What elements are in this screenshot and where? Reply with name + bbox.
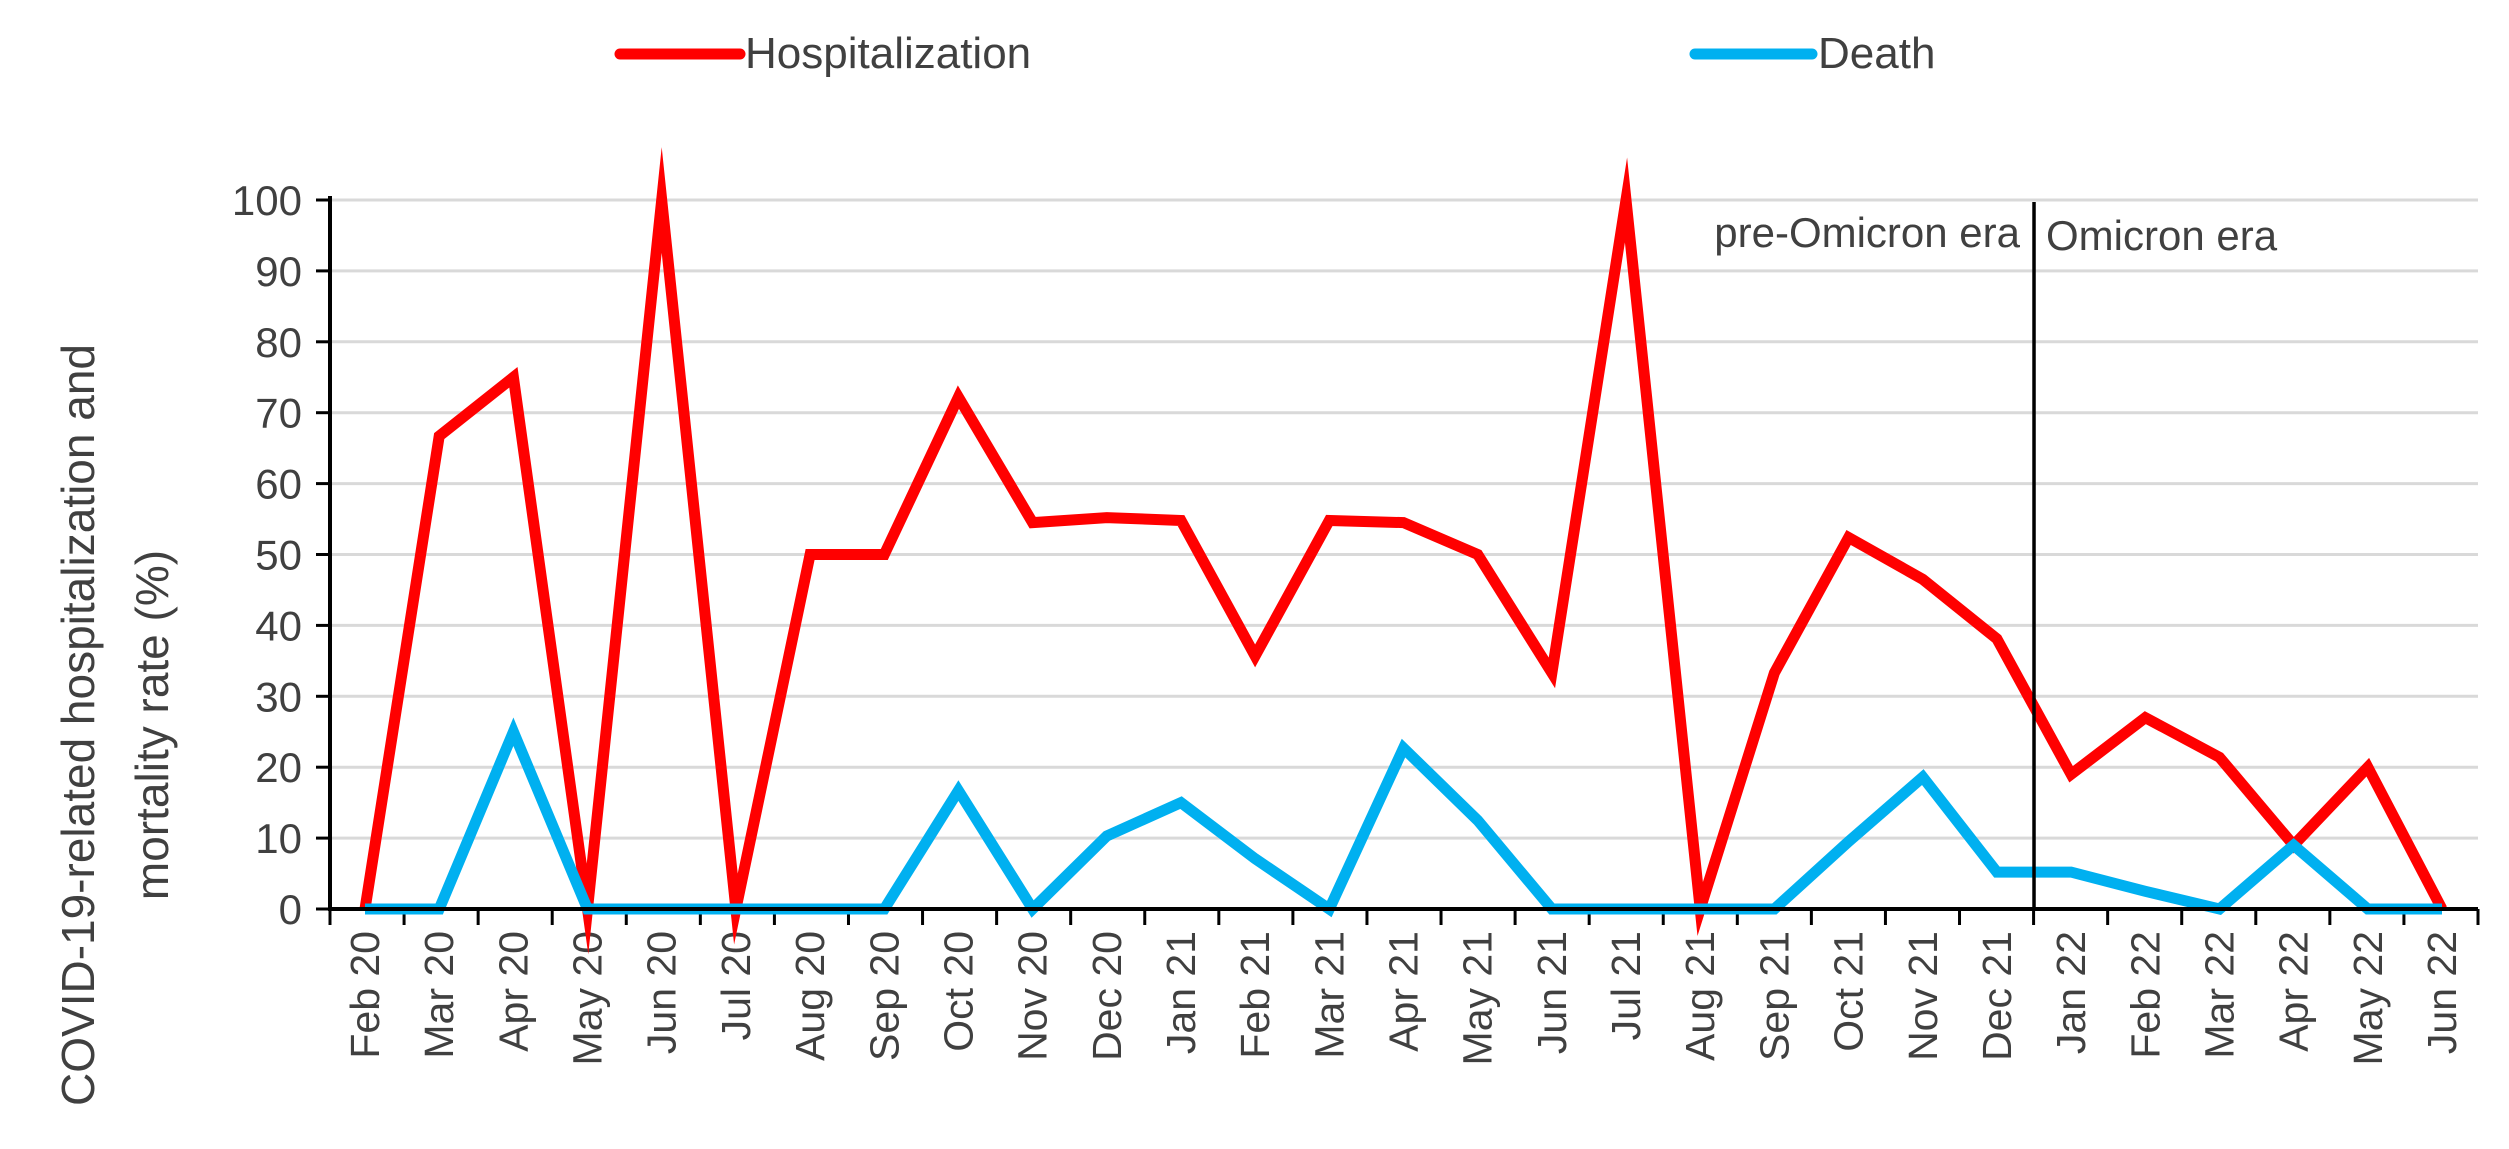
x-tick-label: Aug 21 [1677,931,1723,1061]
y-axis-title-line-2: mortality rate (%) [126,550,178,900]
legend-item-death: Death [1689,29,1935,78]
y-tick-label: 20 [255,744,302,791]
x-tick-label: Aug 20 [787,931,833,1061]
x-tick-label: Sep 21 [1751,931,1797,1061]
x-tick-label: Jun 22 [2419,931,2465,1054]
y-tick-label: 30 [255,673,302,720]
x-tick-label: Feb 21 [1232,931,1278,1059]
x-tick-label: Jun 21 [1529,931,1575,1054]
y-tick-label: 10 [255,815,302,862]
y-tick-label: 0 [279,886,302,933]
x-tick-label: Jan 22 [2048,931,2094,1054]
x-tick-label: Sep 20 [861,931,907,1061]
x-tick-label: Dec 21 [1974,931,2020,1061]
y-tick-label: 80 [255,319,302,366]
y-tick-label: 100 [232,177,302,224]
axes [328,196,2478,911]
omicron-label: Omicron era [2046,212,2278,259]
x-tick-label: Apr 20 [490,931,536,1052]
series-line-hospitalization [359,147,2447,955]
x-axis-ticks: Feb 20 Mar 20 Apr 20 May 20 Jun 20 Jul 20 Aug … [328,909,2480,1065]
x-tick-label: Apr 22 [2271,931,2317,1052]
x-tick-label: Jul 21 [1603,931,1649,1040]
x-tick-label: Feb 22 [2122,931,2168,1059]
y-tick-label: 40 [255,602,302,649]
x-tick-label: Oct 20 [935,931,981,1052]
y-axis-ticks: 0 10 20 30 40 50 60 70 80 90 100 [232,177,330,933]
x-tick-label: Jul 20 [713,931,759,1040]
legend-label-death: Death [1818,29,1935,78]
y-tick-label: 60 [255,461,302,508]
x-tick-label: Mar 20 [416,931,462,1059]
legend-label-hospitalization: Hospitalization [745,29,1031,78]
y-axis-title: COVID-19-related hospitalization and mor… [52,344,178,1106]
x-tick-label: Dec 20 [1084,931,1130,1061]
legend: Hospitalization Death [614,29,1935,78]
x-tick-label: May 21 [1455,931,1501,1065]
x-tick-label: May 20 [565,931,611,1065]
x-tick-label: Jun 20 [639,931,685,1054]
x-tick-label: Mar 22 [2196,931,2242,1059]
y-tick-label: 50 [255,532,302,579]
pre-omicron-label: pre-Omicron era [1714,209,2020,256]
x-tick-label: Feb 20 [342,931,388,1059]
x-tick-label: Apr 21 [1381,931,1427,1052]
x-tick-label: Oct 21 [1826,931,1872,1052]
x-tick-label: Jan 21 [1158,931,1204,1054]
legend-item-hospitalization: Hospitalization [614,29,1031,78]
series-line-death [365,717,2442,918]
x-tick-label: May 22 [2345,931,2391,1065]
x-tick-label: Nov 21 [1900,931,1946,1061]
y-tick-label: 70 [255,390,302,437]
x-tick-label: Nov 20 [1010,931,1056,1061]
y-axis-title-line-1: COVID-19-related hospitalization and [52,344,104,1106]
y-tick-label: 90 [255,248,302,295]
gridlines [330,198,2478,840]
x-tick-label: Mar 21 [1306,931,1352,1059]
